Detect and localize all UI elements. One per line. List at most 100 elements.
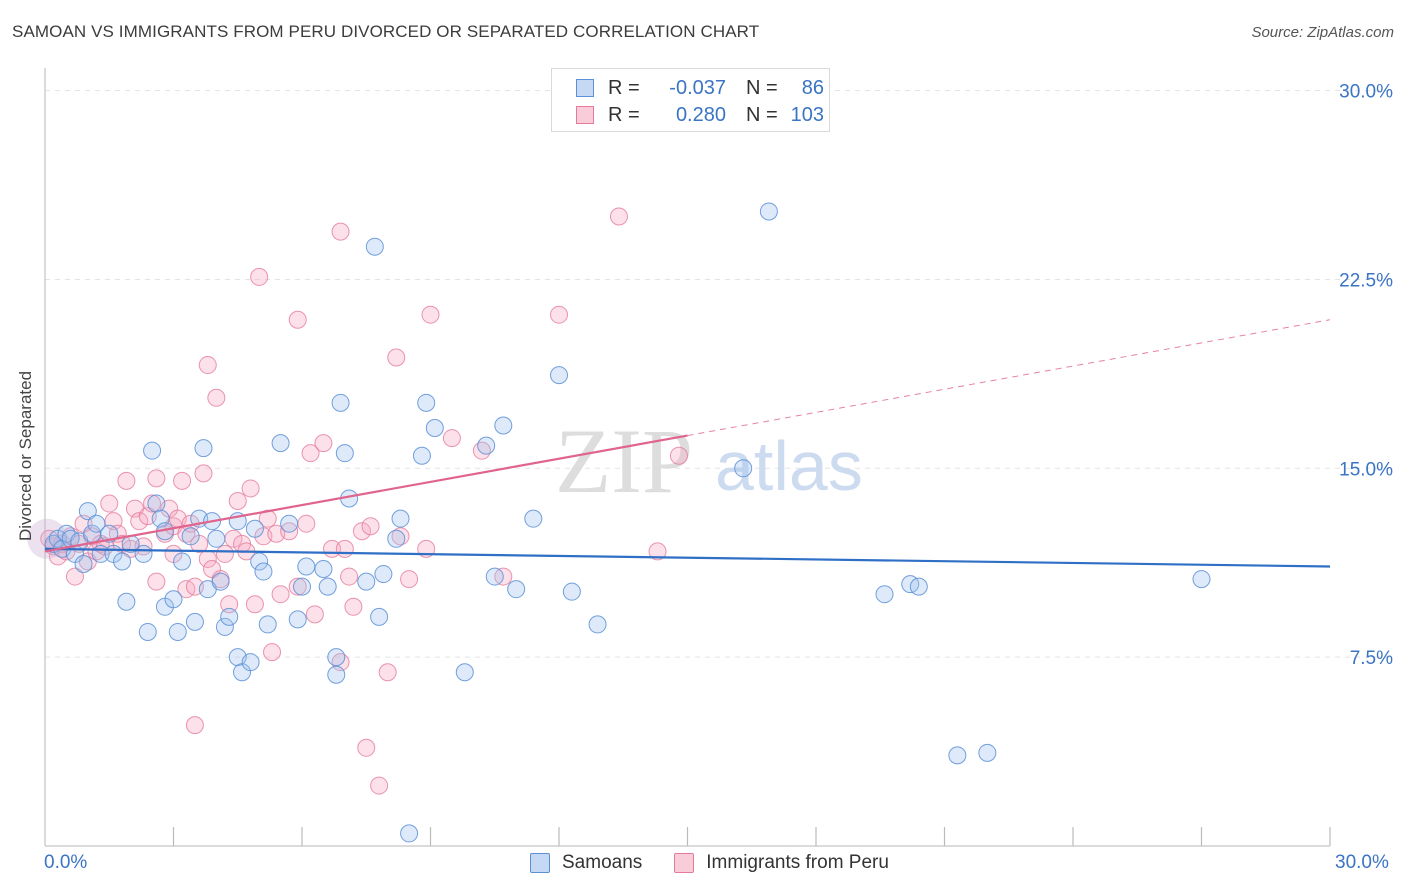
peru-point bbox=[335, 539, 354, 558]
legend-item-samoans[interactable]: Samoans bbox=[530, 852, 642, 874]
samoan-point bbox=[241, 653, 260, 672]
y-tick-label: 7.5% bbox=[1350, 648, 1393, 669]
samoan-point bbox=[494, 416, 513, 435]
peru-point bbox=[147, 572, 166, 591]
samoan-point bbox=[181, 527, 200, 546]
watermark-zip: ZIP bbox=[555, 410, 693, 512]
samoan-point bbox=[134, 544, 153, 563]
x-tick-min: 0.0% bbox=[44, 852, 88, 873]
peru-point bbox=[301, 444, 320, 463]
peru-point bbox=[550, 305, 568, 324]
samoan-point bbox=[74, 554, 93, 573]
peru-point bbox=[130, 512, 149, 531]
peru-point bbox=[245, 595, 264, 614]
samoan-point bbox=[387, 529, 406, 548]
samoan-point bbox=[185, 612, 204, 631]
peru-point bbox=[400, 570, 419, 589]
peru-point bbox=[305, 605, 324, 624]
legend-r-value: 0.280 bbox=[675, 103, 726, 126]
peru-point bbox=[352, 522, 371, 541]
samoan-point bbox=[327, 648, 346, 667]
peru-point bbox=[378, 663, 397, 682]
samoan-point bbox=[215, 617, 234, 636]
samoan-point bbox=[909, 577, 928, 596]
peru-point bbox=[215, 544, 234, 563]
y-tick-labels: 7.5% 15.0% 22.5% 30.0% bbox=[1339, 82, 1393, 670]
peru-point bbox=[314, 434, 333, 453]
samoan-point bbox=[87, 514, 106, 533]
legend-r-label: R = bbox=[608, 103, 640, 126]
samoan-point bbox=[143, 441, 162, 460]
peru-point bbox=[331, 222, 350, 241]
samoan-point bbox=[318, 577, 337, 596]
samoan-point bbox=[425, 419, 444, 438]
y-axis-label: Divorced or Separated bbox=[16, 370, 35, 542]
samoan-point bbox=[164, 590, 183, 609]
series-samoans-points bbox=[44, 202, 1211, 843]
legend-label-peru: Immigrants from Peru bbox=[706, 852, 889, 873]
samoan-point bbox=[250, 552, 269, 571]
peru-point bbox=[297, 514, 316, 533]
legend-item-peru[interactable]: Immigrants from Peru bbox=[674, 852, 889, 874]
peru-point bbox=[194, 464, 213, 483]
samoan-point bbox=[588, 615, 607, 634]
legend-n-value: 103 bbox=[790, 103, 824, 126]
samoan-point bbox=[194, 439, 213, 458]
source-label: Source: ZipAtlas.com bbox=[1251, 24, 1394, 41]
samoan-point bbox=[477, 436, 496, 455]
samoan-point bbox=[297, 557, 316, 576]
samoan-point bbox=[335, 444, 354, 463]
samoan-point bbox=[78, 502, 97, 521]
samoan-point bbox=[524, 509, 543, 528]
samoan-point bbox=[400, 824, 419, 843]
samoan-point bbox=[374, 565, 393, 584]
watermark: ZIP atlas bbox=[555, 410, 863, 512]
samoan-point bbox=[978, 743, 997, 762]
samoan-point bbox=[507, 580, 526, 599]
peru-point bbox=[228, 492, 247, 511]
peru-point bbox=[117, 471, 136, 490]
samoan-point bbox=[245, 519, 264, 538]
peru-point bbox=[421, 305, 440, 324]
peru-point bbox=[241, 479, 260, 498]
samoan-point bbox=[314, 560, 333, 579]
peru-point bbox=[669, 446, 688, 465]
gridlines bbox=[45, 90, 1390, 658]
legend-row-samoans: R = -0.037 N = 86 bbox=[576, 75, 824, 101]
axes bbox=[44, 68, 1331, 847]
peru-point bbox=[280, 522, 299, 541]
legend-n-label: N = bbox=[746, 76, 778, 99]
samoan-point bbox=[138, 622, 157, 641]
watermark-atlas: atlas bbox=[715, 427, 863, 505]
peru-point bbox=[147, 469, 166, 488]
samoan-point bbox=[357, 572, 376, 591]
samoan-point bbox=[117, 592, 136, 611]
series-peru-points bbox=[27, 207, 688, 795]
series-legend: Samoans Immigrants from Peru bbox=[530, 852, 921, 874]
peru-point bbox=[442, 429, 461, 448]
chart-title: SAMOAN VS IMMIGRANTS FROM PERU DIVORCED … bbox=[12, 22, 760, 41]
peru-point bbox=[271, 585, 290, 604]
samoan-point bbox=[550, 366, 568, 385]
peru-point bbox=[340, 567, 359, 586]
samoan-point bbox=[293, 577, 311, 596]
samoan-point bbox=[1192, 570, 1211, 589]
peru-point bbox=[173, 471, 192, 490]
x-tick-max: 30.0% bbox=[1335, 852, 1389, 873]
samoan-point bbox=[485, 567, 504, 586]
peru-point bbox=[263, 643, 282, 662]
peru-point bbox=[357, 738, 376, 757]
samoan-point bbox=[875, 585, 894, 604]
peru-point bbox=[288, 310, 307, 329]
peru-point bbox=[207, 388, 226, 407]
trend-lines bbox=[44, 319, 1331, 568]
samoan-point bbox=[48, 529, 67, 548]
samoan-point bbox=[173, 552, 192, 571]
peru-point bbox=[220, 595, 239, 614]
legend-swatch-samoans bbox=[530, 853, 550, 873]
samoan-point bbox=[417, 393, 436, 412]
samoan-point bbox=[271, 434, 290, 453]
samoans-trend-line bbox=[44, 547, 1331, 568]
samoan-point bbox=[113, 552, 132, 571]
samoan-point bbox=[370, 607, 389, 626]
